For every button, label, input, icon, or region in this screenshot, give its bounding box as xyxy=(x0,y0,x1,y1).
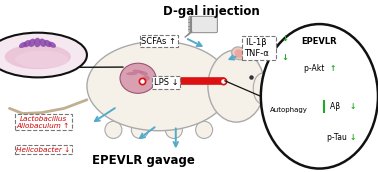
Text: ↓: ↓ xyxy=(350,133,356,142)
Text: EPEVLR: EPEVLR xyxy=(302,37,337,46)
Ellipse shape xyxy=(143,76,150,81)
Circle shape xyxy=(0,33,87,77)
Ellipse shape xyxy=(208,50,265,122)
Text: p-Tau: p-Tau xyxy=(327,133,349,142)
Ellipse shape xyxy=(166,121,182,138)
Text: p-Akt: p-Akt xyxy=(304,64,327,73)
Ellipse shape xyxy=(126,72,138,75)
FancyBboxPatch shape xyxy=(189,16,217,33)
Text: Helicobacter ↓: Helicobacter ↓ xyxy=(16,147,71,153)
Text: ↑: ↑ xyxy=(330,64,336,73)
Text: SCFAs ↑: SCFAs ↑ xyxy=(141,37,176,46)
Text: Lactobacillus
Allobaculum ↑: Lactobacillus Allobaculum ↑ xyxy=(17,116,70,129)
Ellipse shape xyxy=(132,121,148,138)
Text: ↓: ↓ xyxy=(281,34,288,43)
Text: ↓: ↓ xyxy=(350,102,356,111)
Ellipse shape xyxy=(253,73,272,104)
Ellipse shape xyxy=(15,51,68,68)
Ellipse shape xyxy=(120,63,156,93)
Ellipse shape xyxy=(232,47,246,60)
Ellipse shape xyxy=(44,40,51,47)
Ellipse shape xyxy=(235,49,243,58)
Ellipse shape xyxy=(39,39,46,47)
Text: LPS ↓: LPS ↓ xyxy=(154,78,179,87)
Text: D-gal injection: D-gal injection xyxy=(163,5,260,18)
Text: ↓: ↓ xyxy=(281,53,288,62)
Ellipse shape xyxy=(5,44,71,69)
Ellipse shape xyxy=(34,38,41,47)
Ellipse shape xyxy=(139,71,148,76)
Ellipse shape xyxy=(132,70,143,73)
Ellipse shape xyxy=(28,39,36,47)
Ellipse shape xyxy=(19,42,27,48)
Text: Autophagy: Autophagy xyxy=(270,107,308,113)
Text: EPEVLR gavage: EPEVLR gavage xyxy=(92,154,195,167)
Ellipse shape xyxy=(261,24,378,169)
Ellipse shape xyxy=(48,42,56,48)
Ellipse shape xyxy=(105,121,122,138)
Ellipse shape xyxy=(196,121,212,138)
Ellipse shape xyxy=(23,40,31,47)
Text: IL-1β  
TNF-α: IL-1β TNF-α xyxy=(244,39,274,58)
Ellipse shape xyxy=(87,41,231,131)
Text: Aβ: Aβ xyxy=(330,102,342,111)
